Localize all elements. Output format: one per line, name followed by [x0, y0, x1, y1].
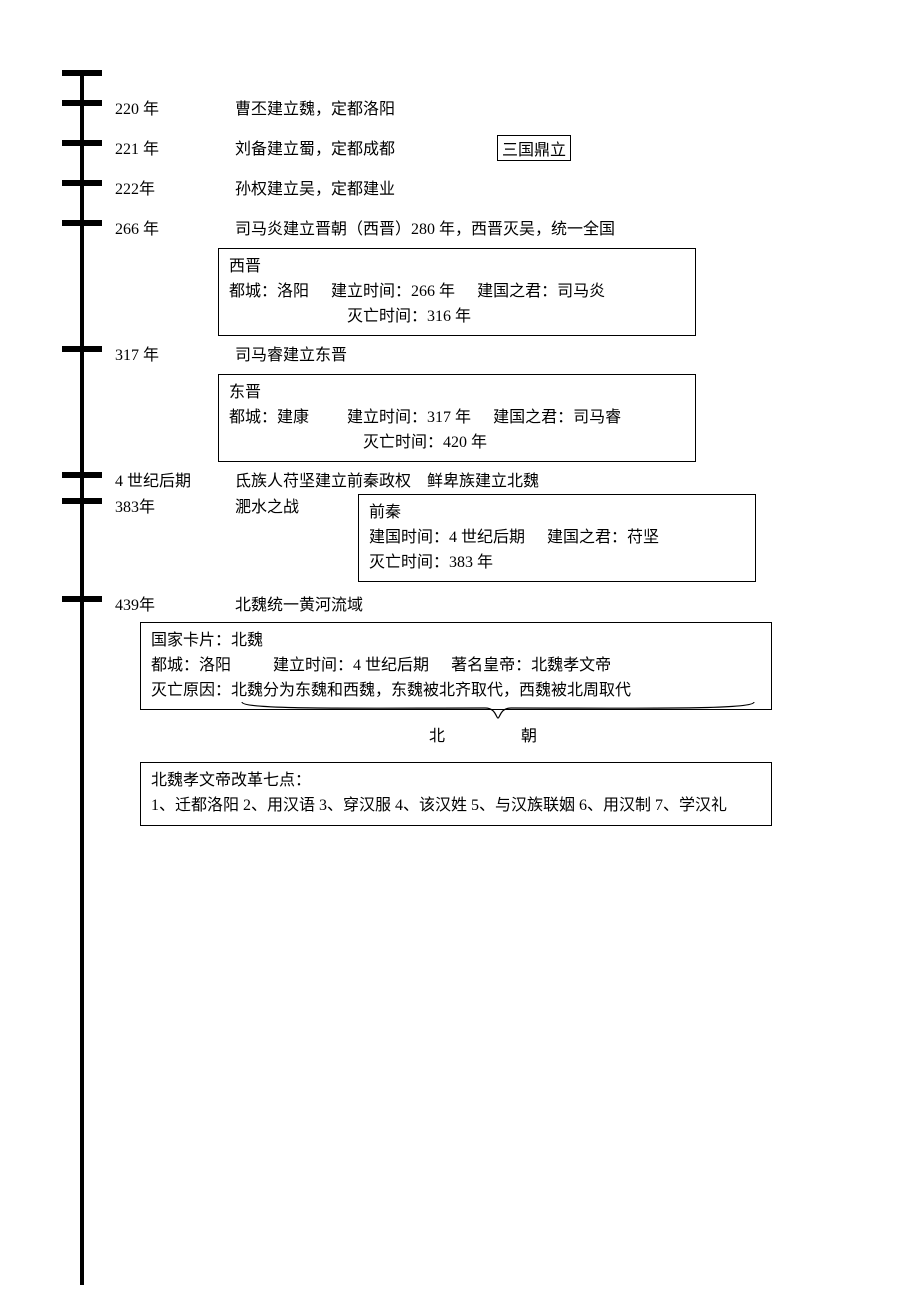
dongjin-capital: 都城：建康 — [229, 406, 309, 431]
tick-439 — [62, 596, 102, 602]
brace-icon — [240, 700, 756, 720]
beiwei-box: 国家卡片：北魏 都城：洛阳 建立时间：4 世纪后期 著名皇帝：北魏孝文帝 灭亡原… — [140, 622, 772, 710]
qianqin-box: 前秦 建国时间：4 世纪后期 建国之君：苻坚 灭亡时间：383 年 — [358, 494, 756, 582]
tick-266 — [62, 220, 102, 226]
year-label: 266 年 — [115, 215, 205, 239]
beiwei-row1: 都城：洛阳 建立时间：4 世纪后期 著名皇帝：北魏孝文帝 — [151, 654, 761, 679]
qianqin-est: 建国时间：4 世纪后期 — [369, 526, 525, 551]
beiwei-emperor: 著名皇帝：北魏孝文帝 — [451, 654, 611, 679]
year-label: 4 世纪后期 — [115, 467, 205, 491]
year-label: 221 年 — [115, 135, 205, 159]
beiwei-est: 建立时间：4 世纪后期 — [273, 654, 429, 679]
xijin-est: 建立时间：266 年 — [331, 280, 455, 305]
entry-221: 221 年 刘备建立蜀，定都成都 — [115, 135, 860, 159]
tick-221 — [62, 140, 102, 146]
reform-title: 北魏孝文帝改革七点： — [151, 769, 761, 794]
three-kingdoms-badge: 三国鼎立 — [497, 135, 571, 161]
brace-beichao: 北 朝 — [240, 700, 756, 746]
qianqin-founder: 建国之君：苻坚 — [547, 526, 659, 551]
tick-220 — [62, 100, 102, 106]
xijin-title: 西晋 — [229, 255, 685, 280]
entry-desc: 孙权建立吴，定都建业 — [235, 175, 860, 199]
tick-383 — [62, 498, 102, 504]
entry-266: 266 年 司马炎建立晋朝（西晋）280 年，西晋灭吴，统一全国 — [115, 215, 860, 239]
entry-220: 220 年 曹丕建立魏，定都洛阳 — [115, 95, 860, 119]
year-label: 383年 — [115, 493, 205, 517]
dongjin-row1: 都城：建康 建立时间：317 年 建国之君：司马睿 — [229, 406, 685, 431]
entry-desc: 北魏统一黄河流域 — [235, 591, 860, 615]
year-label: 317 年 — [115, 341, 205, 365]
entry-222: 222年 孙权建立吴，定都建业 — [115, 175, 860, 199]
year-label: 439年 — [115, 591, 205, 615]
tick-4c — [62, 472, 102, 478]
qianqin-row1: 建国时间：4 世纪后期 建国之君：苻坚 — [369, 526, 745, 551]
qianqin-fall: 灭亡时间：383 年 — [369, 551, 745, 576]
dongjin-est: 建立时间：317 年 — [347, 406, 471, 431]
tick-222 — [62, 180, 102, 186]
dongjin-title: 东晋 — [229, 381, 685, 406]
reform-box: 北魏孝文帝改革七点： 1、迁都洛阳 2、用汉语 3、穿汉服 4、该汉姓 5、与汉… — [140, 762, 772, 826]
entry-desc: 司马炎建立晋朝（西晋）280 年，西晋灭吴，统一全国 — [235, 215, 860, 239]
tick-317 — [62, 346, 102, 352]
reform-content: 1、迁都洛阳 2、用汉语 3、穿汉服 4、该汉姓 5、与汉族联姻 6、用汉制 7… — [151, 794, 761, 819]
xijin-fall: 灭亡时间：316 年 — [229, 305, 685, 330]
dongjin-founder: 建国之君：司马睿 — [493, 406, 621, 431]
xijin-capital: 都城：洛阳 — [229, 280, 309, 305]
badge-text: 三国鼎立 — [502, 142, 566, 159]
entry-439: 439年 北魏统一黄河流域 — [115, 591, 860, 615]
entry-4c: 4 世纪后期 氐族人苻坚建立前秦政权 鲜卑族建立北魏 — [115, 467, 860, 491]
dongjin-fall: 灭亡时间：420 年 — [229, 431, 685, 456]
xijin-row1: 都城：洛阳 建立时间：266 年 建国之君：司马炎 — [229, 280, 685, 305]
entry-317: 317 年 司马睿建立东晋 — [115, 341, 860, 365]
beiwei-capital: 都城：洛阳 — [151, 654, 231, 679]
dongjin-box: 东晋 都城：建康 建立时间：317 年 建国之君：司马睿 灭亡时间：420 年 — [218, 374, 696, 462]
entry-desc: 曹丕建立魏，定都洛阳 — [235, 95, 860, 119]
qianqin-title: 前秦 — [369, 501, 745, 526]
xijin-founder: 建国之君：司马炎 — [477, 280, 605, 305]
xijin-box: 西晋 都城：洛阳 建立时间：266 年 建国之君：司马炎 灭亡时间：316 年 — [218, 248, 696, 336]
year-label: 222年 — [115, 175, 205, 199]
timeline-axis — [80, 75, 84, 1285]
entry-desc: 司马睿建立东晋 — [235, 341, 860, 365]
entry-desc: 氐族人苻坚建立前秦政权 鲜卑族建立北魏 — [235, 467, 860, 491]
beiwei-title: 国家卡片：北魏 — [151, 629, 761, 654]
year-label: 220 年 — [115, 95, 205, 119]
brace-label: 北 朝 — [240, 722, 756, 746]
